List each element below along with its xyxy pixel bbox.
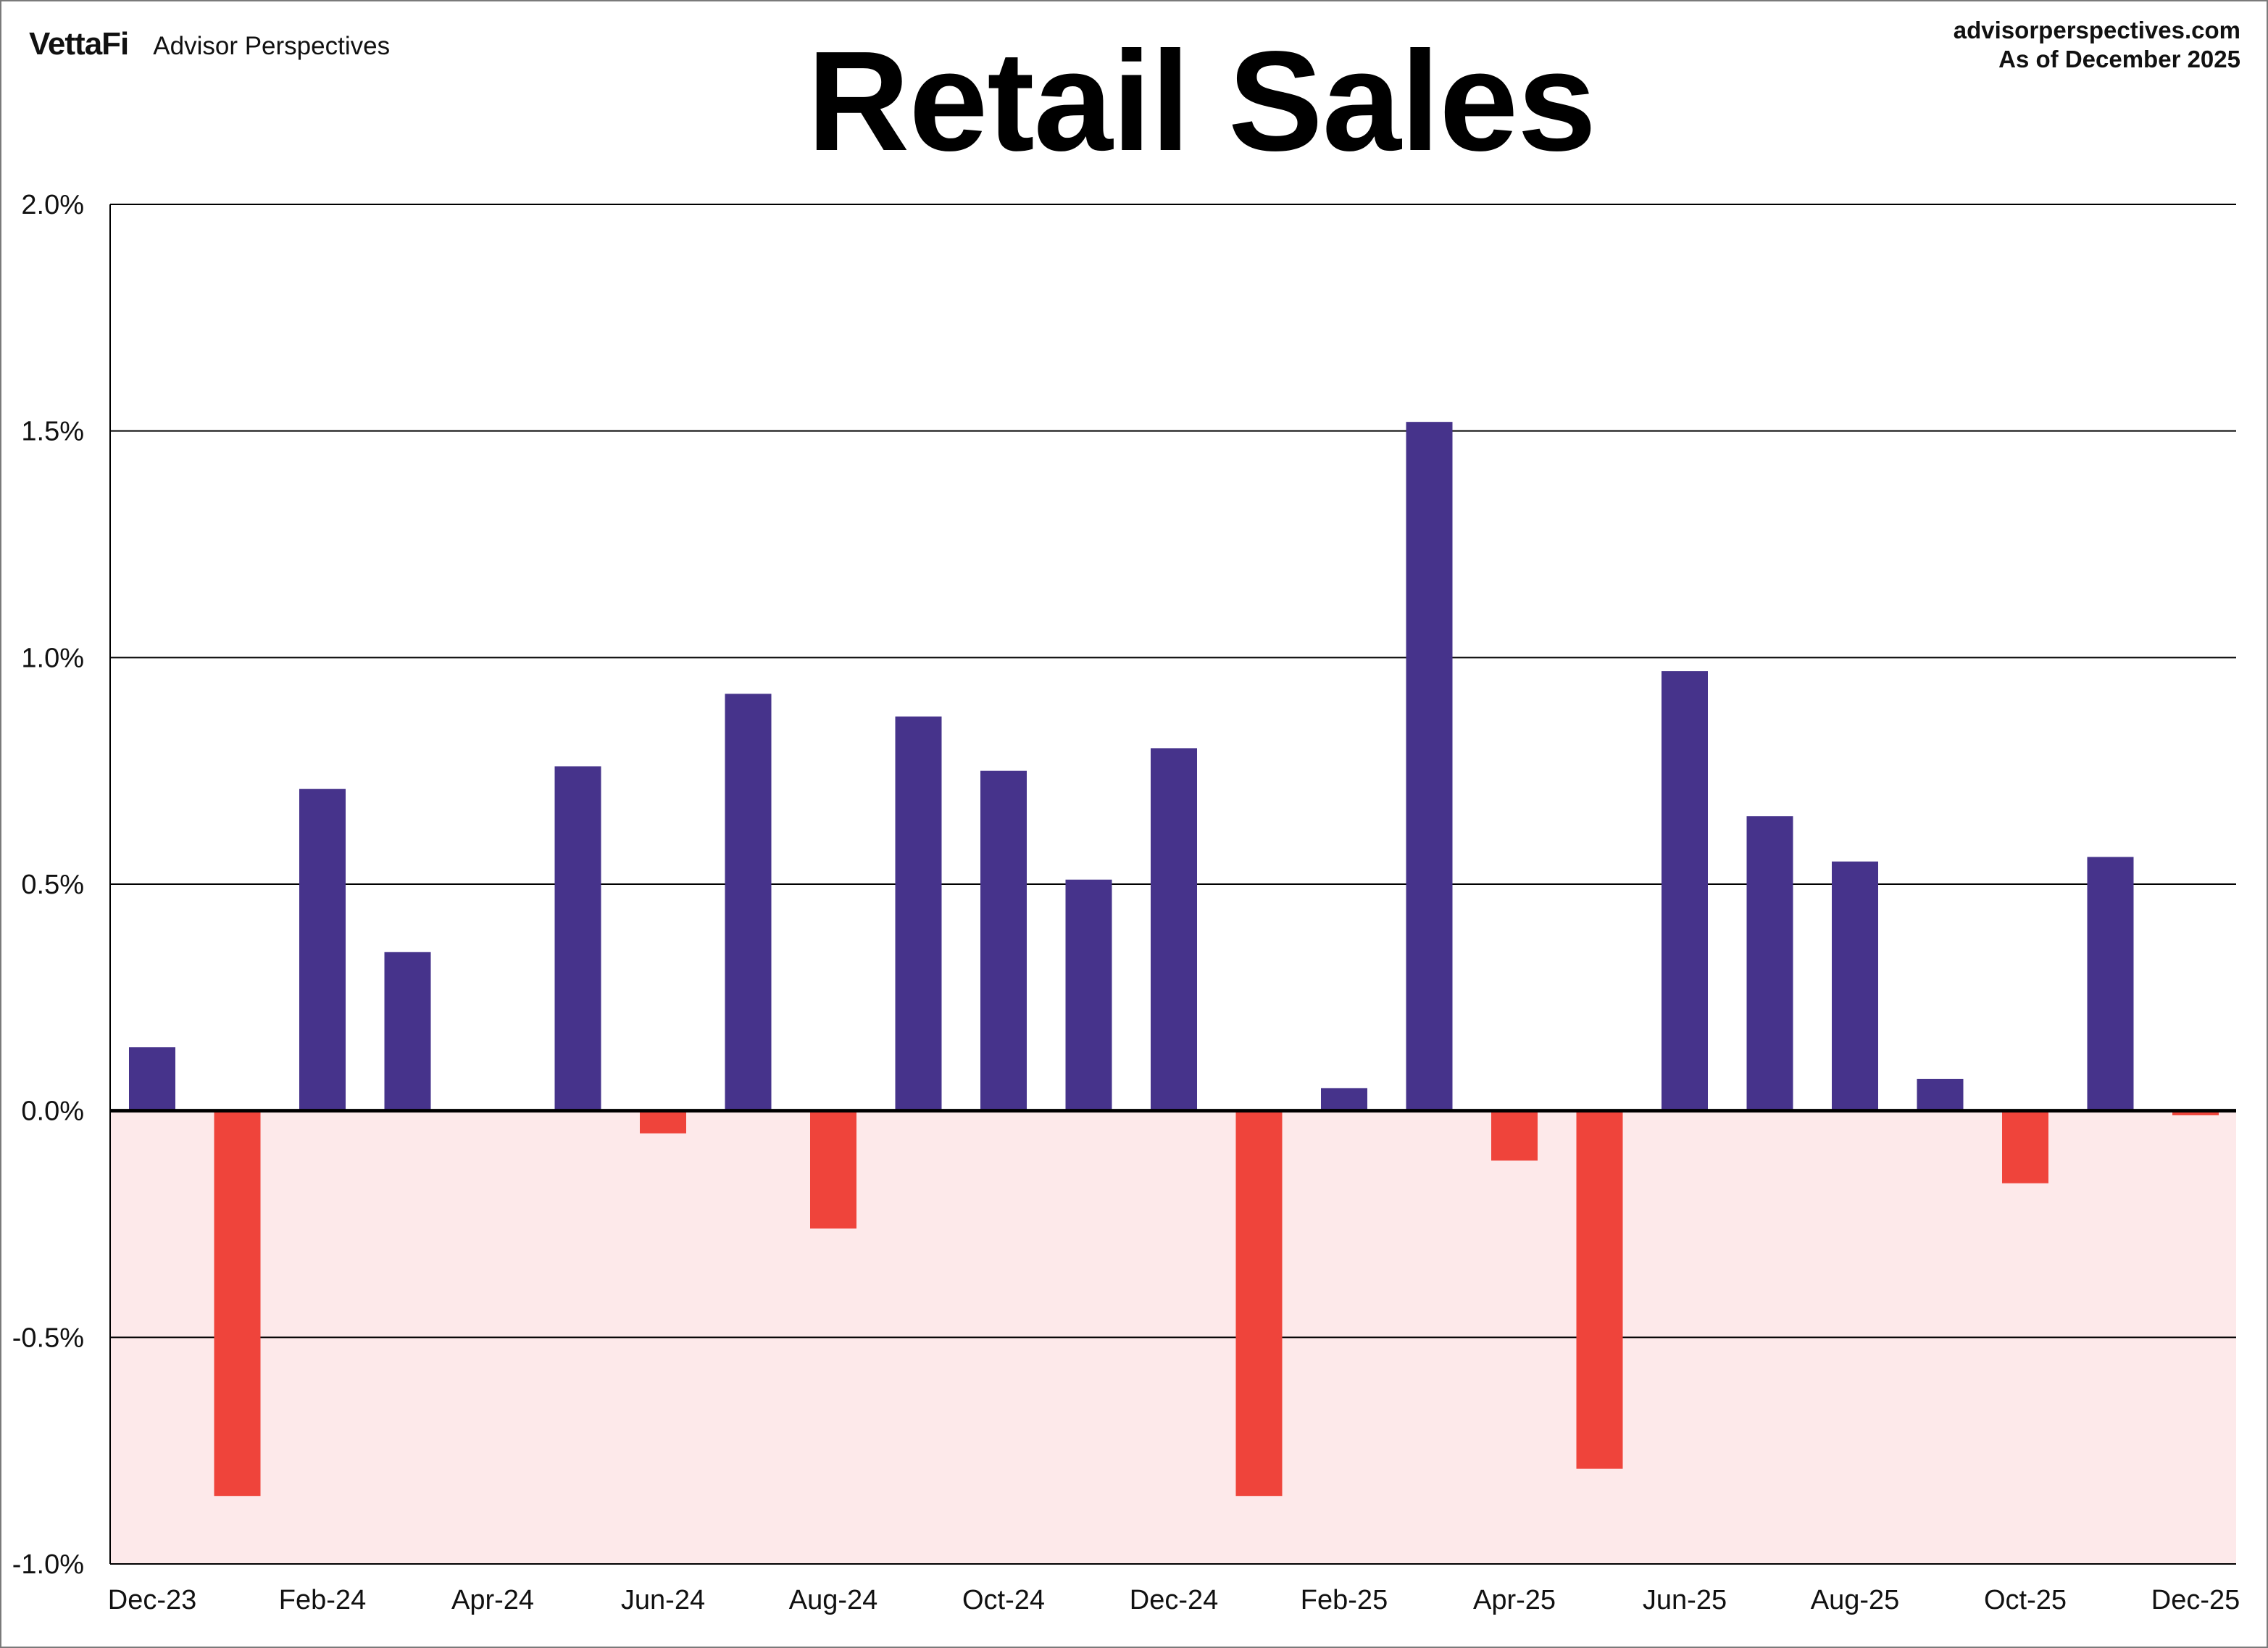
y-tick-label: -1.0% (12, 1549, 84, 1580)
x-tick-label: Oct-25 (1984, 1585, 2067, 1615)
bar-dec-24 (1151, 748, 1197, 1111)
bar-jul-24 (725, 694, 772, 1111)
bar-feb-25 (1321, 1088, 1367, 1111)
bar-dec-23 (129, 1047, 175, 1111)
x-tick-label: Feb-25 (1301, 1585, 1388, 1615)
y-tick-label: -0.5% (12, 1323, 84, 1353)
x-tick-label: Jun-24 (621, 1585, 705, 1615)
bar-sep-25 (1917, 1078, 1964, 1111)
bar-may-25 (1576, 1110, 1623, 1469)
bar-feb-24 (299, 788, 346, 1111)
x-tick-label: Dec-23 (108, 1585, 197, 1615)
bar-nov-24 (1065, 879, 1112, 1111)
x-tick-label: Dec-25 (2151, 1585, 2240, 1615)
bar-mar-24 (384, 952, 431, 1111)
x-tick-label: Dec-24 (1130, 1585, 1219, 1615)
x-tick-label: Apr-25 (1473, 1585, 1556, 1615)
bar-may-24 (554, 766, 601, 1111)
y-tick-label: 0.0% (21, 1096, 84, 1127)
x-tick-label: Oct-24 (962, 1585, 1045, 1615)
bar-aug-25 (1832, 861, 1878, 1111)
bar-jun-24 (640, 1110, 686, 1133)
vettafi-logo: VettaFi (29, 26, 129, 62)
site-url: advisorperspectives.com (1953, 17, 2240, 43)
bar-apr-25 (1491, 1110, 1538, 1161)
bar-jul-25 (1746, 816, 1793, 1111)
x-tick-label: Aug-25 (1811, 1585, 1900, 1615)
y-tick-label: 0.5% (21, 870, 84, 900)
x-tick-label: Apr-24 (451, 1585, 534, 1615)
y-tick-label: 1.0% (21, 643, 84, 673)
x-tick-label: Feb-24 (279, 1585, 366, 1615)
y-tick-label: 2.0% (21, 190, 84, 220)
x-tick-label: Aug-24 (789, 1585, 878, 1615)
chart-title: Retail Sales (806, 22, 1596, 180)
y-tick-label: 1.5% (21, 417, 84, 447)
x-tick-label: Jun-25 (1643, 1585, 1727, 1615)
bar-jun-25 (1662, 671, 1708, 1111)
bar-oct-25 (2002, 1110, 2048, 1183)
bar-aug-24 (810, 1110, 856, 1229)
bar-jan-25 (1235, 1110, 1283, 1497)
bar-oct-24 (980, 770, 1027, 1111)
brand-block: VettaFi Advisor Perspectives (29, 26, 390, 62)
publisher-name: Advisor Perspectives (153, 32, 391, 60)
source-block: advisorperspectives.com As of December 2… (1954, 16, 2240, 74)
bar-sep-24 (895, 716, 942, 1111)
bar-dec-25 (2172, 1110, 2219, 1115)
bar-mar-25 (1406, 422, 1453, 1111)
as-of-date: As of December 2025 (1998, 46, 2240, 72)
bar-nov-25 (2087, 857, 2134, 1111)
bar-jan-24 (214, 1110, 261, 1497)
